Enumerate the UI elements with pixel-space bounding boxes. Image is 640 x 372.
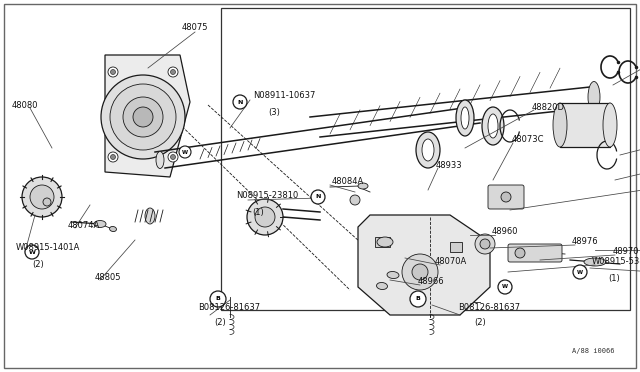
Text: B: B xyxy=(216,296,220,301)
Bar xyxy=(221,8,630,310)
Text: (2): (2) xyxy=(474,317,486,327)
Text: W: W xyxy=(502,285,508,289)
Ellipse shape xyxy=(416,132,440,168)
Bar xyxy=(450,242,462,252)
Ellipse shape xyxy=(387,272,399,279)
Text: W08915-1401A: W08915-1401A xyxy=(16,244,81,253)
Circle shape xyxy=(233,95,247,109)
Ellipse shape xyxy=(145,208,155,224)
Text: N: N xyxy=(316,195,321,199)
Circle shape xyxy=(480,239,490,249)
Text: (2): (2) xyxy=(32,260,44,269)
Polygon shape xyxy=(358,215,490,315)
Text: 48805: 48805 xyxy=(95,273,122,282)
Circle shape xyxy=(111,70,115,74)
Text: W: W xyxy=(577,269,583,275)
Ellipse shape xyxy=(109,227,116,231)
Circle shape xyxy=(515,248,525,258)
Circle shape xyxy=(475,234,495,254)
Ellipse shape xyxy=(377,237,393,247)
Circle shape xyxy=(179,146,191,158)
Text: W: W xyxy=(29,250,35,254)
Text: (3): (3) xyxy=(268,108,280,116)
Text: 48966: 48966 xyxy=(418,278,445,286)
Circle shape xyxy=(498,280,512,294)
Circle shape xyxy=(25,245,39,259)
Circle shape xyxy=(110,84,176,150)
Polygon shape xyxy=(105,55,190,177)
Ellipse shape xyxy=(603,103,617,147)
Ellipse shape xyxy=(94,221,106,228)
Circle shape xyxy=(402,254,438,290)
Ellipse shape xyxy=(422,139,434,161)
Text: B: B xyxy=(415,296,420,301)
Circle shape xyxy=(573,265,587,279)
Circle shape xyxy=(170,154,175,160)
Text: 48933: 48933 xyxy=(436,160,463,170)
Circle shape xyxy=(133,107,153,127)
Circle shape xyxy=(30,185,54,209)
Text: W08915-53842: W08915-53842 xyxy=(592,257,640,266)
FancyBboxPatch shape xyxy=(508,244,562,262)
Text: 48075: 48075 xyxy=(182,23,208,32)
Circle shape xyxy=(247,199,283,235)
Text: (2): (2) xyxy=(214,317,226,327)
Circle shape xyxy=(108,67,118,77)
Circle shape xyxy=(111,154,115,160)
Text: N08915-23810: N08915-23810 xyxy=(236,192,298,201)
Text: B08126-81637: B08126-81637 xyxy=(198,304,260,312)
Text: 48976: 48976 xyxy=(572,237,598,247)
Circle shape xyxy=(22,177,62,217)
Text: W: W xyxy=(182,150,188,154)
Ellipse shape xyxy=(376,282,387,289)
Text: N: N xyxy=(237,99,243,105)
Circle shape xyxy=(123,97,163,137)
Text: B08126-81637: B08126-81637 xyxy=(458,304,520,312)
Text: 48070A: 48070A xyxy=(435,257,467,266)
Circle shape xyxy=(410,291,426,307)
Ellipse shape xyxy=(553,103,567,147)
Circle shape xyxy=(108,152,118,162)
Circle shape xyxy=(412,264,428,280)
Circle shape xyxy=(311,190,325,204)
Circle shape xyxy=(210,291,226,307)
Bar xyxy=(560,103,610,147)
Circle shape xyxy=(170,70,175,74)
Circle shape xyxy=(501,192,511,202)
Bar xyxy=(375,237,390,247)
Ellipse shape xyxy=(488,114,498,138)
FancyBboxPatch shape xyxy=(488,185,524,209)
Text: 48080: 48080 xyxy=(12,100,38,109)
Text: 48084A: 48084A xyxy=(332,177,364,186)
Ellipse shape xyxy=(156,151,164,169)
Text: N08911-10637: N08911-10637 xyxy=(253,92,316,100)
Ellipse shape xyxy=(588,81,600,112)
Ellipse shape xyxy=(461,107,469,129)
Text: 48074A: 48074A xyxy=(68,221,100,230)
Text: A/88 i0066: A/88 i0066 xyxy=(572,348,614,354)
Text: 48970: 48970 xyxy=(613,247,639,257)
Circle shape xyxy=(168,152,178,162)
Ellipse shape xyxy=(482,107,504,145)
Text: 48960: 48960 xyxy=(492,228,518,237)
Text: 48820D: 48820D xyxy=(532,103,565,112)
Text: (1): (1) xyxy=(252,208,264,217)
Ellipse shape xyxy=(358,183,368,189)
Circle shape xyxy=(43,198,51,206)
Ellipse shape xyxy=(584,258,606,266)
Circle shape xyxy=(101,75,185,159)
Ellipse shape xyxy=(456,100,474,136)
Circle shape xyxy=(350,195,360,205)
Text: 48073C: 48073C xyxy=(512,135,545,144)
Circle shape xyxy=(255,207,275,227)
Circle shape xyxy=(168,67,178,77)
Text: (1): (1) xyxy=(608,273,620,282)
